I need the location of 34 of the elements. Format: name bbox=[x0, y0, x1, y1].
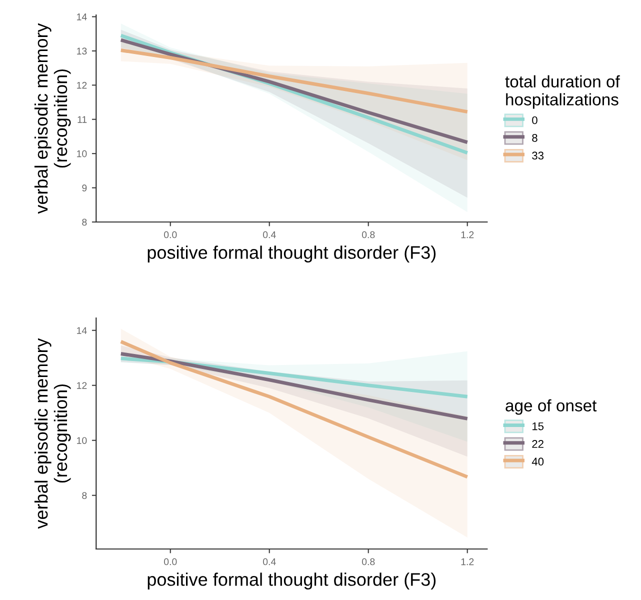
y-tick-label: 12 bbox=[77, 82, 87, 89]
x-tick-label: 1.2 bbox=[461, 558, 474, 566]
y-tick-label: 8 bbox=[82, 218, 87, 226]
y-tick-label: 14 bbox=[77, 327, 87, 334]
x-tick-label: 0.4 bbox=[263, 231, 276, 238]
legend-label: 22 bbox=[532, 440, 544, 448]
y-axis-title: verbal episodic memory (recognition) bbox=[34, 338, 71, 529]
y-tick-label: 10 bbox=[77, 150, 87, 158]
x-tick-label: 0.8 bbox=[362, 558, 375, 566]
line-series bbox=[119, 352, 470, 420]
x-tick-label: 0.8 bbox=[362, 231, 375, 238]
legend-title: total duration of hospitalizations bbox=[505, 75, 620, 109]
legend-title: age of onset bbox=[506, 399, 597, 415]
y-axis-title: verbal episodic memory (recognition) bbox=[34, 23, 71, 214]
x-tick-label: 0.0 bbox=[164, 558, 177, 566]
legend-label: 8 bbox=[532, 134, 538, 142]
y-tick-label: 10 bbox=[77, 437, 87, 444]
y-tick-label: 12 bbox=[77, 382, 87, 389]
x-axis-title: positive formal thought disorder (F3) bbox=[148, 246, 436, 262]
legend-label: 40 bbox=[532, 458, 544, 466]
x-axis-title: positive formal thought disorder (F3) bbox=[148, 572, 436, 590]
y-tick-label: 8 bbox=[82, 492, 87, 499]
legend-label: 33 bbox=[532, 152, 544, 160]
legend-label: 0 bbox=[532, 116, 538, 124]
x-tick-label: 0.4 bbox=[263, 558, 276, 566]
x-tick-label: 0.0 bbox=[164, 231, 177, 238]
y-tick-label: 14 bbox=[77, 14, 87, 20]
line-series bbox=[119, 340, 470, 479]
y-tick-label: 13 bbox=[77, 48, 87, 55]
y-tick-label: 9 bbox=[82, 184, 87, 192]
x-tick-label: 1.2 bbox=[461, 231, 474, 238]
legend-label: 15 bbox=[532, 422, 544, 430]
line-series bbox=[119, 48, 470, 114]
y-tick-label: 11 bbox=[78, 116, 87, 123]
